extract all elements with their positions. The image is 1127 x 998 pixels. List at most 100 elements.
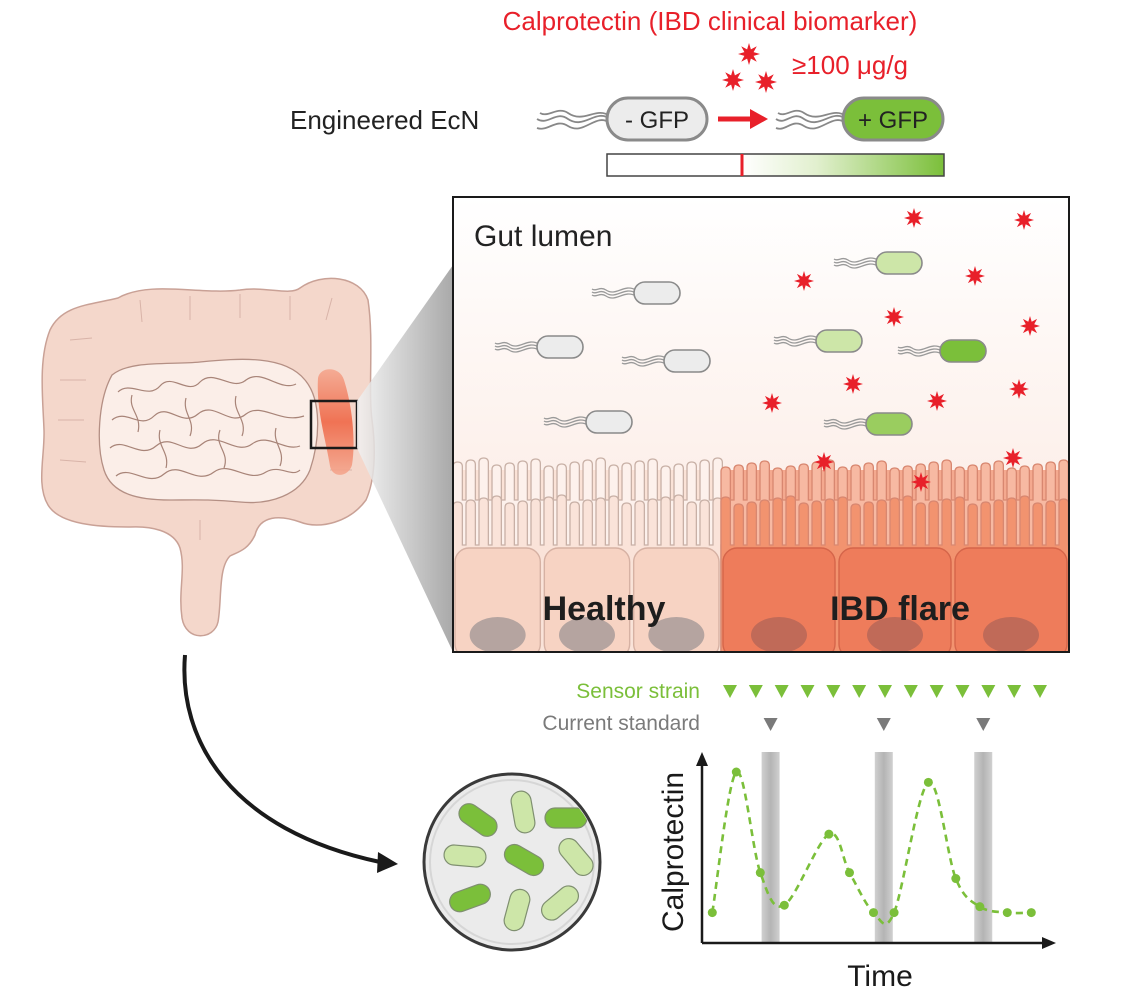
- on-cell: [841, 96, 945, 142]
- bacterium: [494, 335, 584, 359]
- calprotectin-star-icon: [755, 71, 777, 93]
- cell-nucleus: [867, 617, 923, 652]
- sensor-sample-triangle-icon: [748, 685, 763, 698]
- biomarker-title: Calprotectin (IBD clinical biomarker): [503, 6, 918, 36]
- bacterium: [591, 281, 681, 305]
- plate-bacterium: [443, 844, 487, 868]
- calprotectin-point: [824, 829, 834, 839]
- threshold-label: ≥100 μg/g: [792, 50, 908, 80]
- bacterium: [897, 339, 987, 363]
- y-axis-arrow-icon: [696, 752, 708, 766]
- healthy-label: Healthy: [543, 590, 666, 628]
- sensor-sample-triangle-icon: [774, 685, 789, 698]
- calprotectin-point: [975, 902, 985, 912]
- calprotectin-star-icon: [722, 69, 744, 91]
- calprotectin-star-icon: [1014, 210, 1034, 230]
- bacterium: [833, 251, 923, 275]
- gut-panel-border: [452, 196, 1070, 653]
- cell-nucleus: [559, 617, 615, 652]
- bacterium: [773, 329, 863, 353]
- calprotectin-star-icon: [884, 307, 904, 327]
- plate-bacterium: [449, 883, 491, 913]
- calprotectin-point: [707, 908, 717, 918]
- bacterium: [823, 412, 913, 436]
- intestine-loops: [109, 375, 305, 480]
- healthy-epithelium: [454, 547, 720, 652]
- strain-label: Engineered EcN: [290, 105, 479, 135]
- sensor-sample-triangle-icon: [723, 685, 737, 698]
- sensor-sample-triangle-icon: [981, 685, 996, 698]
- calprotectin-point: [923, 777, 933, 787]
- flare-epithelium: [722, 547, 1068, 652]
- epithelial-cell: [838, 547, 952, 652]
- calprotectin-point: [1002, 908, 1012, 918]
- calprotectin-star-icon: [794, 271, 814, 291]
- calprotectin-star-icon: [738, 43, 760, 65]
- plate-bacterium: [558, 837, 594, 877]
- sensor-sample-triangle-icon: [878, 685, 892, 698]
- calprotectin-star-icon: [843, 374, 863, 394]
- lumen-bacteria: [494, 251, 987, 436]
- flare-label: IBD flare: [830, 590, 970, 628]
- current-standard-label: Current standard: [542, 712, 700, 735]
- sensor-sample-triangle-icon: [800, 685, 815, 698]
- cell-nucleus: [648, 617, 705, 652]
- bacterium: [543, 410, 633, 434]
- standard-sample-triangle-icon: [876, 718, 891, 731]
- bacterium: [621, 349, 711, 373]
- calprotectin-point: [731, 767, 741, 777]
- calprotectin-point: [755, 868, 765, 878]
- sensor-sample-triangle-icon: [1033, 685, 1047, 698]
- standard-sampling-bars: [761, 752, 993, 943]
- sample-plate: [422, 772, 602, 952]
- cell-nucleus: [469, 617, 526, 652]
- calprotectin-star-icons: [722, 43, 777, 93]
- plate-bacterium: [544, 807, 588, 829]
- off-cell-label: - GFP: [625, 107, 689, 134]
- plate-bacterium: [503, 843, 545, 877]
- on-cell-flagella-icon: [775, 109, 847, 130]
- gfp-response-scale: [606, 153, 945, 177]
- standard-sampling-bar: [974, 752, 993, 943]
- sensor-sample-triangle-icon: [955, 685, 970, 698]
- plate-bacterium: [503, 888, 531, 932]
- calprotectin-points: [707, 767, 1036, 918]
- plate-bacteria: [443, 790, 594, 932]
- gut-panel: [453, 197, 1069, 652]
- intestine-illustration: [40, 277, 375, 637]
- header: Calprotectin (IBD clinical biomarker) ≥1…: [290, 6, 945, 177]
- small-intestine: [98, 358, 319, 504]
- activation-arrow-icon: [718, 109, 768, 129]
- y-axis-label: Calprotectin: [657, 772, 690, 932]
- sensor-sample-triangle-icon: [826, 685, 841, 698]
- standard-sampling-bar: [874, 752, 893, 943]
- calprotectin-point: [889, 908, 899, 918]
- standard-sample-triangle-icon: [976, 718, 991, 731]
- x-axis-arrow-icon: [1042, 937, 1056, 949]
- epithelial-cell: [722, 547, 836, 652]
- sensor-sampling-marks: [723, 685, 1047, 698]
- sensor-strain-label: Sensor strain: [576, 680, 700, 703]
- x-axis-label: Time: [847, 960, 913, 993]
- calprotectin-star-icon: [904, 208, 924, 228]
- calprotectin-star-icon: [762, 393, 782, 413]
- sensor-sample-triangle-icon: [1007, 685, 1022, 698]
- epithelial-cell: [954, 547, 1068, 652]
- plate-bacterium: [540, 885, 580, 921]
- off-cell-flagella-icon: [536, 109, 611, 130]
- sensor-sample-triangle-icon: [929, 685, 944, 698]
- calprotectin-star-icon: [911, 472, 931, 492]
- cell-nucleus: [983, 617, 1039, 652]
- standard-sampling-marks: [763, 718, 991, 731]
- calprotectin-chart: Calprotectin Time: [657, 752, 1056, 993]
- sample-arrow-icon: [182, 654, 398, 873]
- calprotectin-star-icon: [1003, 448, 1023, 468]
- calprotectin-star-icon: [927, 391, 947, 411]
- lumen-calprotectin-star-icons: [762, 208, 1040, 492]
- calprotectin-point: [869, 908, 878, 918]
- calprotectin-point: [951, 874, 961, 884]
- region-label: Gut lumen: [474, 220, 612, 253]
- calprotectin-point: [1026, 908, 1036, 918]
- calprotectin-star-icon: [1009, 379, 1029, 399]
